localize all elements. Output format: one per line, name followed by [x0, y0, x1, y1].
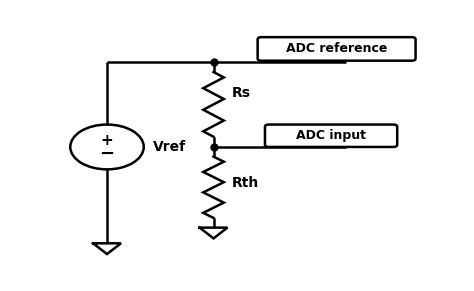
Text: Rth: Rth: [232, 176, 259, 190]
FancyBboxPatch shape: [258, 37, 416, 61]
Text: ADC input: ADC input: [296, 129, 366, 142]
Text: ADC reference: ADC reference: [286, 42, 387, 55]
Text: +: +: [100, 133, 113, 148]
Text: Vref: Vref: [153, 140, 186, 154]
Polygon shape: [265, 57, 346, 62]
Text: −: −: [100, 145, 115, 163]
Polygon shape: [272, 144, 346, 147]
FancyBboxPatch shape: [265, 125, 397, 147]
Text: Rs: Rs: [232, 86, 251, 100]
